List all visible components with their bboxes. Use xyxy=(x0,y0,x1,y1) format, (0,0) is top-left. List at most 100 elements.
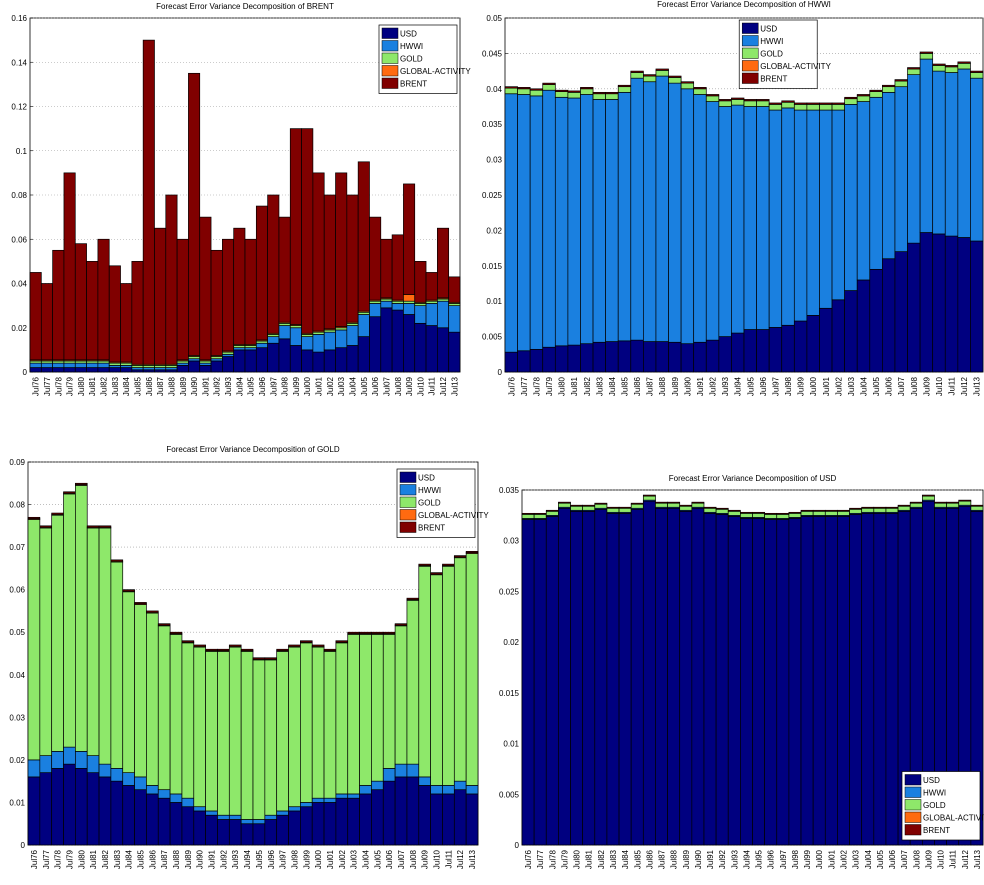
x-tick-label: Jul11 xyxy=(428,376,437,395)
x-tick-label: Jul08 xyxy=(394,376,403,396)
bar-segment xyxy=(51,768,64,846)
bar-segment xyxy=(580,87,594,90)
bar-segment xyxy=(885,512,899,846)
bar-segment xyxy=(606,507,620,513)
bar-segment xyxy=(768,102,783,105)
bar-segment xyxy=(655,341,669,373)
bar-segment xyxy=(570,510,584,846)
x-tick-label: Jul10 xyxy=(937,849,946,869)
bar-segment xyxy=(743,100,757,107)
bar-segment xyxy=(394,763,408,778)
bar-segment xyxy=(909,501,923,504)
x-tick-label: Jul92 xyxy=(718,849,727,869)
x-tick-label: Jul90 xyxy=(196,849,205,869)
bar-segment xyxy=(301,336,314,351)
bar-segment xyxy=(788,512,802,518)
bar-segment xyxy=(264,819,278,846)
x-tick-label: Jul77 xyxy=(43,376,52,396)
bar-segment xyxy=(181,806,195,846)
y-tick-label: 0.04 xyxy=(11,280,27,289)
bar-segment xyxy=(606,512,620,846)
bar-segment xyxy=(856,94,871,97)
x-tick-label: Jul99 xyxy=(797,376,806,396)
bar-segment xyxy=(705,101,720,341)
x-tick-label: Jul86 xyxy=(633,376,642,396)
bar-segment xyxy=(301,349,314,373)
bar-segment xyxy=(781,100,795,103)
bar-segment xyxy=(800,510,814,516)
x-tick-label: Jul04 xyxy=(864,849,873,869)
x-tick-label: Jul11 xyxy=(444,849,453,868)
x-tick-label: Jul97 xyxy=(771,376,780,396)
x-tick-label: Jul99 xyxy=(292,376,301,396)
x-tick-label: Jul76 xyxy=(507,376,516,396)
bar-segment xyxy=(131,261,144,365)
x-tick-label: Jul00 xyxy=(303,376,312,396)
y-tick-label: 0.025 xyxy=(499,587,520,596)
x-tick-label: Jul95 xyxy=(746,376,755,396)
bar-segment xyxy=(134,789,147,846)
bar-segment xyxy=(347,631,360,634)
bar-segment xyxy=(731,332,745,373)
bar-segment xyxy=(558,502,571,508)
bar-segment xyxy=(157,625,171,791)
bar-segment xyxy=(752,512,765,518)
x-tick-label: Jul79 xyxy=(560,849,569,869)
bar-segment xyxy=(403,294,416,302)
bar-segment xyxy=(181,797,195,808)
bar-segment xyxy=(288,810,301,846)
bar-segment xyxy=(727,516,741,846)
bar-segment xyxy=(743,99,757,102)
x-tick-label: Jul93 xyxy=(721,376,730,396)
bar-segment xyxy=(403,303,416,315)
bar-segment xyxy=(210,249,223,356)
bar-segment xyxy=(946,501,960,504)
bar-segment xyxy=(907,68,921,75)
x-tick-label: Jul78 xyxy=(54,376,63,396)
bar-segment xyxy=(781,324,795,373)
bar-segment xyxy=(312,172,325,332)
bar-segment xyxy=(233,349,246,373)
bar-segment xyxy=(679,504,693,507)
bar-segment xyxy=(580,343,594,373)
bar-segment xyxy=(300,642,313,803)
x-tick-label: Jul96 xyxy=(759,376,768,396)
bar-segment xyxy=(63,491,76,494)
x-tick-label: Jul84 xyxy=(608,376,617,396)
bar-segment xyxy=(849,513,863,846)
bar-segment xyxy=(52,249,65,361)
bar-segment xyxy=(63,362,76,368)
bar-segment xyxy=(844,290,858,373)
x-tick-label: Jul08 xyxy=(912,849,921,869)
bar-segment xyxy=(357,314,370,337)
bar-segment xyxy=(442,793,455,846)
x-tick-label: Jul77 xyxy=(42,849,51,869)
bar-segment xyxy=(442,563,455,566)
bar-segment xyxy=(403,314,416,373)
x-tick-label: Jul79 xyxy=(66,376,75,396)
bar-segment xyxy=(545,509,559,512)
bar-segment xyxy=(86,527,100,756)
bar-segment xyxy=(594,502,608,505)
bar-segment xyxy=(705,94,720,97)
legend-label: USD xyxy=(400,30,417,39)
bar-segment xyxy=(970,72,984,79)
x-tick-label: Jul82 xyxy=(583,376,592,396)
x-tick-label: Jul95 xyxy=(247,376,256,396)
legend-swatch xyxy=(381,77,399,89)
bar-segment xyxy=(347,797,360,846)
x-tick-label: Jul87 xyxy=(160,849,169,869)
legend-label: BRENT xyxy=(400,80,427,89)
x-tick-label: Jul12 xyxy=(439,376,448,396)
bar-segment xyxy=(806,104,820,111)
chart-panel: Forecast Error Variance Decomposition of… xyxy=(482,0,984,396)
bar-segment xyxy=(289,327,302,346)
bar-segment xyxy=(323,797,337,803)
x-tick-label: Jul77 xyxy=(536,849,545,869)
x-tick-label: Jul94 xyxy=(742,849,751,869)
x-tick-label: Jul83 xyxy=(111,376,120,396)
x-tick-label: Jul07 xyxy=(897,376,906,396)
bar-segment xyxy=(437,300,450,329)
bar-segment xyxy=(533,513,547,519)
x-tick-label: Jul80 xyxy=(558,376,567,396)
